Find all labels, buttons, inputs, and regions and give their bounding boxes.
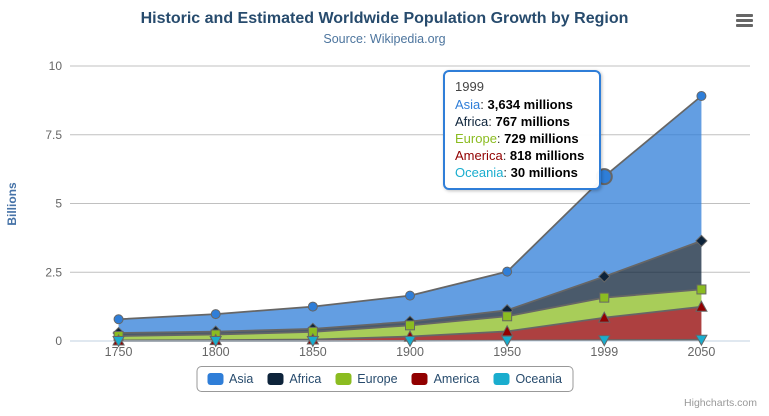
legend-symbol-icon bbox=[267, 373, 284, 385]
marker-asia-1850[interactable] bbox=[307, 301, 318, 312]
marker-oceania-1750[interactable] bbox=[112, 335, 125, 348]
legend-item-oceania[interactable]: Oceania bbox=[493, 372, 562, 386]
legend-item-america[interactable]: America bbox=[411, 372, 480, 386]
x-axis-label: 1800 bbox=[202, 345, 230, 359]
marker-europe-1950[interactable] bbox=[502, 311, 513, 322]
y-axis-label: 5 bbox=[55, 197, 62, 211]
marker-oceania-1999[interactable] bbox=[597, 335, 611, 347]
legend-label: Africa bbox=[289, 372, 322, 386]
marker-america-1999[interactable] bbox=[597, 311, 611, 323]
marker-oceania-1800[interactable] bbox=[209, 335, 223, 348]
marker-africa-2050[interactable] bbox=[695, 234, 708, 248]
hamburger-icon bbox=[736, 24, 753, 27]
marker-asia-1800[interactable] bbox=[210, 309, 221, 320]
marker-asia-2050[interactable] bbox=[696, 91, 707, 102]
area-series-africa[interactable] bbox=[118, 240, 702, 336]
legend-label: Europe bbox=[357, 372, 398, 386]
context-menu-button[interactable] bbox=[736, 14, 753, 27]
y-axis-label: 0 bbox=[55, 334, 62, 348]
x-axis-label: 1850 bbox=[299, 345, 327, 359]
marker-africa-1999[interactable] bbox=[598, 270, 611, 283]
marker-oceania-1950[interactable] bbox=[500, 335, 514, 348]
marker-america-2050[interactable] bbox=[695, 300, 708, 312]
legend-symbol-icon bbox=[207, 373, 223, 385]
marker-oceania-1900[interactable] bbox=[403, 335, 417, 348]
marker-asia-1999[interactable] bbox=[595, 168, 613, 186]
legend-item-europe[interactable]: Europe bbox=[335, 372, 398, 386]
hamburger-icon bbox=[736, 14, 753, 17]
x-axis-label: 1999 bbox=[590, 345, 618, 359]
marker-asia-1750[interactable] bbox=[113, 314, 124, 325]
y-axis-label: 2.5 bbox=[45, 265, 62, 279]
legend-label: Asia bbox=[229, 372, 254, 386]
legend-symbol-icon bbox=[411, 373, 428, 385]
legend-label: Oceania bbox=[515, 372, 562, 386]
legend-symbol-icon bbox=[335, 373, 352, 385]
marker-asia-1950[interactable] bbox=[502, 266, 513, 277]
x-axis-label: 1900 bbox=[396, 345, 424, 359]
hamburger-icon bbox=[736, 19, 753, 22]
legend-item-asia[interactable]: Asia bbox=[207, 372, 253, 386]
x-axis-label: 1750 bbox=[105, 345, 133, 359]
legend-label: America bbox=[433, 372, 480, 386]
marker-asia-1900[interactable] bbox=[405, 290, 415, 301]
legend: Asia Africa Europe America Oceania bbox=[196, 366, 573, 392]
legend-item-africa[interactable]: Africa bbox=[267, 372, 321, 386]
marker-oceania-2050[interactable] bbox=[695, 334, 708, 347]
credits-link[interactable]: Highcharts.com bbox=[684, 397, 757, 409]
x-axis-label: 2050 bbox=[688, 345, 716, 359]
area-series-america[interactable] bbox=[118, 306, 702, 341]
marker-oceania-1850[interactable] bbox=[306, 335, 320, 348]
area-series-asia[interactable] bbox=[118, 96, 702, 334]
marker-europe-2050[interactable] bbox=[696, 284, 707, 295]
y-axis-label: 10 bbox=[49, 59, 63, 73]
y-axis-label: 7.5 bbox=[45, 128, 62, 142]
legend-symbol-icon bbox=[493, 373, 510, 385]
marker-europe-1900[interactable] bbox=[405, 320, 415, 331]
marker-europe-1999[interactable] bbox=[599, 292, 610, 303]
chart-title: Historic and Estimated Worldwide Populat… bbox=[140, 10, 629, 27]
x-axis-label: 1950 bbox=[493, 345, 521, 359]
chart-subtitle: Source: Wikipedia.org bbox=[323, 32, 446, 46]
